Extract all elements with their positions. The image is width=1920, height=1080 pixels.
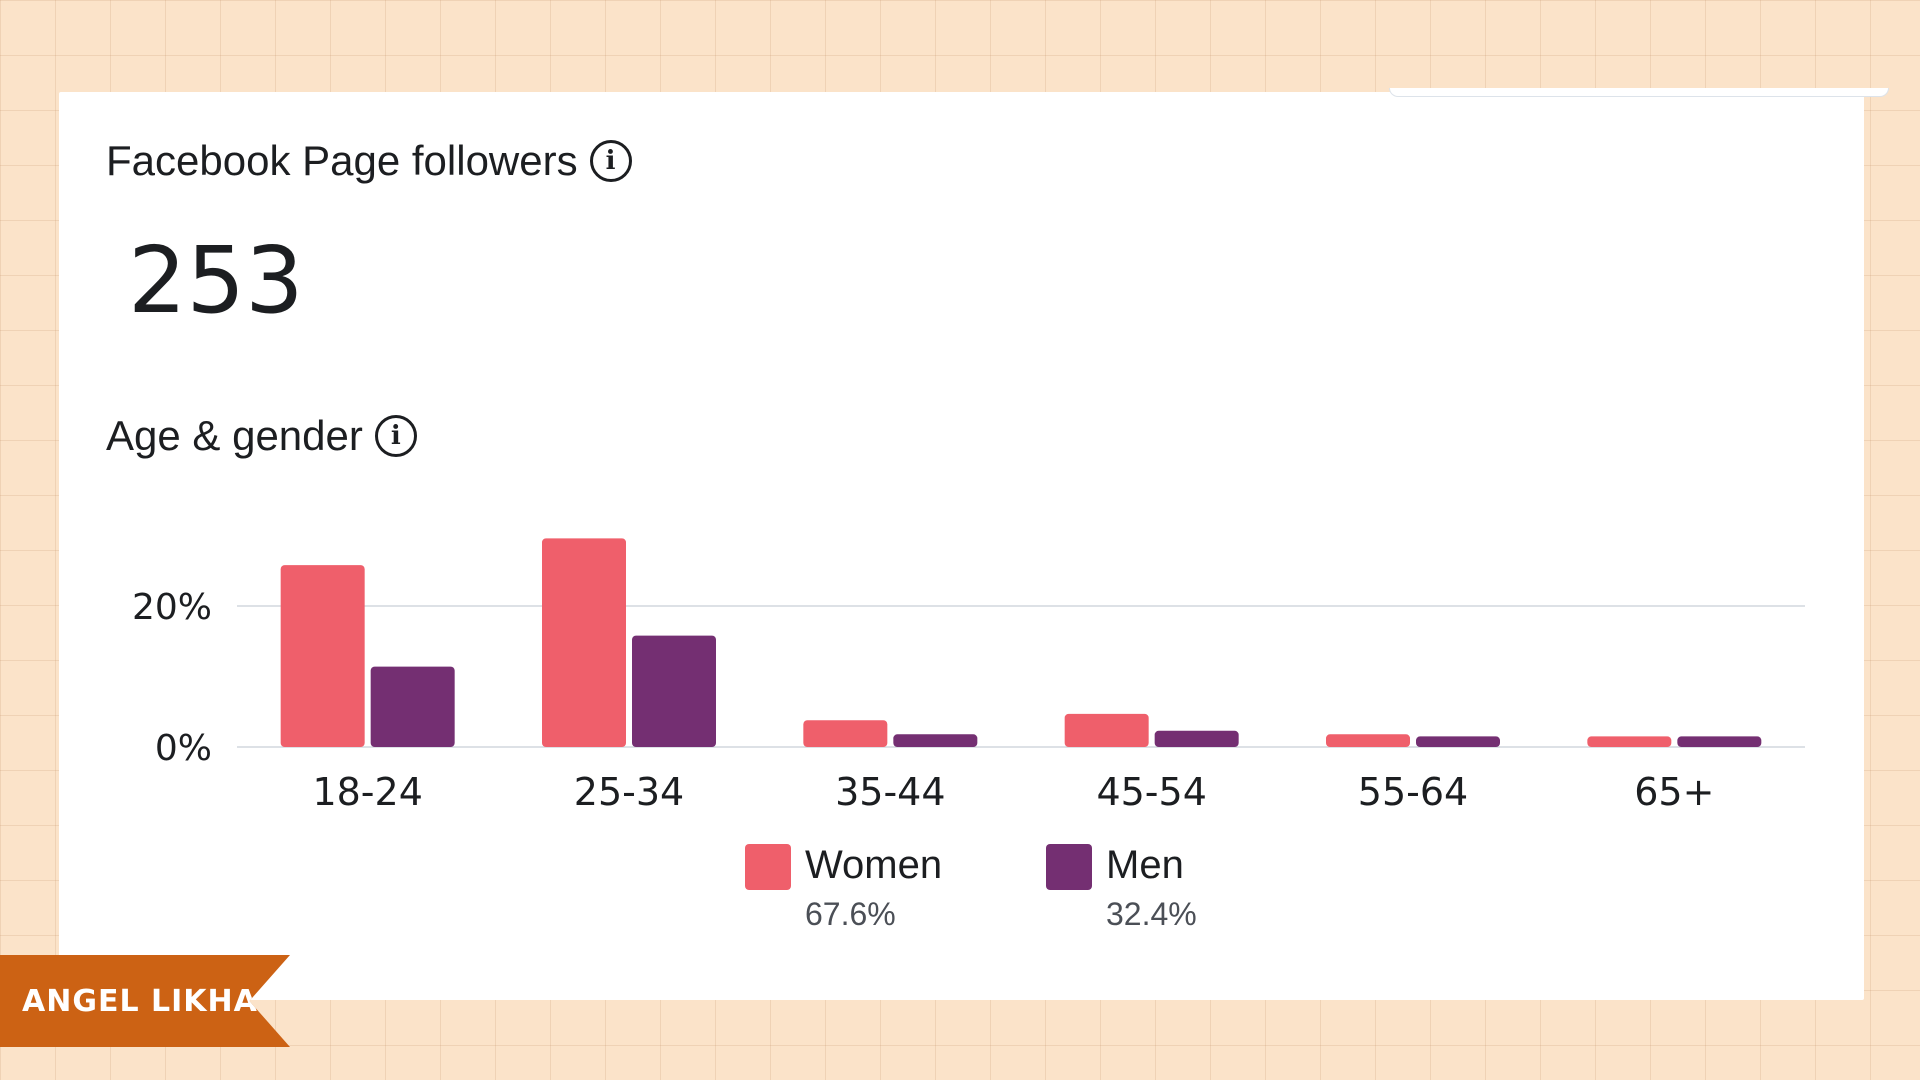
legend-label-women: Women xyxy=(805,843,943,887)
x-tick-label: 35-44 xyxy=(835,770,945,814)
bar-women-25-34[interactable] xyxy=(542,538,626,747)
legend-swatch-women xyxy=(745,844,791,890)
bar-women-55-64[interactable] xyxy=(1326,734,1410,747)
y-tick-label: 0% xyxy=(155,728,212,769)
legend-label-men: Men xyxy=(1106,843,1184,887)
x-tick-label: 18-24 xyxy=(312,770,422,814)
bar-men-18-24[interactable] xyxy=(370,666,455,747)
bar-women-45-54[interactable] xyxy=(1064,713,1149,747)
bar-men-65+[interactable] xyxy=(1677,736,1762,747)
legend-women[interactable]: Women 67.6% xyxy=(745,842,942,934)
x-tick-label: 65+ xyxy=(1634,770,1714,814)
followers-title: Facebook Page followers xyxy=(106,137,578,184)
bar-men-45-54[interactable] xyxy=(1154,730,1239,747)
bar-men-55-64[interactable] xyxy=(1416,736,1500,747)
legend-men[interactable]: Men 32.4% xyxy=(1046,842,1197,934)
x-tick-label: 25-34 xyxy=(574,770,684,814)
x-tick-label: 45-54 xyxy=(1096,770,1206,814)
age-gender-title: Age & gender xyxy=(106,412,363,459)
follower-count: 253 xyxy=(128,227,304,334)
bar-women-65+[interactable] xyxy=(1587,736,1672,747)
age-gender-title-row: Age & gender i xyxy=(106,412,417,460)
x-tick-label: 55-64 xyxy=(1358,770,1468,814)
info-icon[interactable]: i xyxy=(374,415,417,457)
legend-value-men: 32.4% xyxy=(1106,896,1197,932)
info-icon[interactable]: i xyxy=(589,140,632,182)
followers-title-row: Facebook Page followers i xyxy=(106,137,632,185)
brand-watermark: ANGEL LIKHA xyxy=(0,955,290,1047)
bar-women-35-44[interactable] xyxy=(803,720,888,747)
age-gender-chart: 0% 20% 18-24 25-34 35-44 45-54 55-64 65+ xyxy=(132,538,1805,814)
bar-men-35-44[interactable] xyxy=(893,734,978,747)
legend-swatch-men xyxy=(1046,844,1092,890)
y-tick-label: 20% xyxy=(132,587,212,628)
followers-card: Facebook Page followers i 253 Age & gend… xyxy=(59,88,1889,1000)
bar-women-18-24[interactable] xyxy=(280,565,365,747)
legend-value-women: 67.6% xyxy=(805,896,896,932)
bar-men-25-34[interactable] xyxy=(632,635,716,747)
